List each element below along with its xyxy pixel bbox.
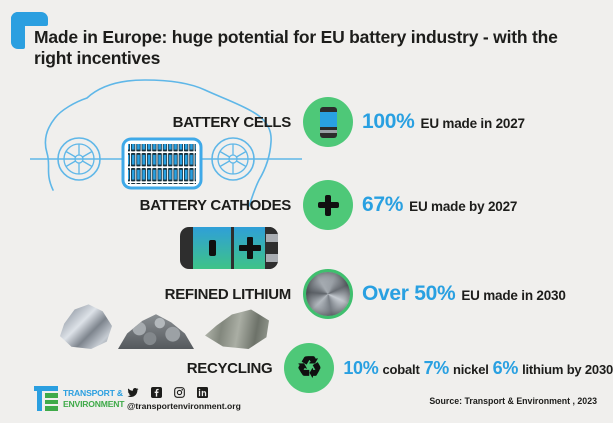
refined-lithium-stat: Over 50% EU made in 2030	[362, 282, 566, 306]
instagram-icon[interactable]	[174, 387, 185, 398]
electric-car-illustration	[30, 79, 302, 207]
social-icons	[127, 387, 208, 398]
stat-desc-lithium: lithium by 2030	[522, 361, 613, 377]
stat-value: Over 50%	[362, 282, 456, 305]
stat-row-battery-cathodes: BATTERY CATHODES 67% EU made by 2027	[0, 180, 613, 230]
battery-minus-terminal	[208, 240, 216, 256]
battery-pack	[121, 137, 203, 190]
stat-row-battery-cells: BATTERY CELLS 100% EU made in 2027	[0, 97, 613, 147]
battery-cell-icon	[303, 97, 353, 147]
recycling-stat: 10% cobalt 7% nickel 6% lithium by 2030	[343, 358, 613, 379]
recycle-icon: ♻	[284, 343, 335, 393]
stat-row-recycling: RECYCLING ♻ 10% cobalt 7% nickel 6% lith…	[0, 343, 613, 393]
stat-value: 100%	[362, 110, 415, 133]
stat-desc-cobalt: cobalt	[382, 361, 420, 377]
lithium-photo-icon	[303, 269, 353, 319]
corner-bracket-icon	[11, 12, 48, 49]
battery-cells-stat: 100% EU made in 2027	[362, 110, 525, 134]
rear-wheel	[211, 137, 255, 181]
page-title: Made in Europe: huge potential for EU ba…	[34, 27, 558, 68]
refined-lithium-label: REFINED LITHIUM	[164, 285, 292, 303]
front-wheel	[57, 137, 101, 181]
stat-desc: EU made in 2030	[461, 288, 566, 303]
battery-cap	[266, 227, 278, 269]
stat-desc: EU made by 2027	[409, 199, 518, 214]
battery-plus-terminal	[238, 237, 261, 259]
battery-cathodes-stat: 67% EU made by 2027	[362, 193, 517, 217]
stat-desc-nickel: nickel	[453, 361, 489, 377]
stat-value-lithium: 6%	[492, 357, 519, 378]
source-credit: Source: Transport & Environment , 2023	[429, 396, 597, 406]
facebook-icon[interactable]	[151, 387, 162, 398]
transport-environment-logo	[34, 386, 59, 412]
recycling-label: RECYCLING	[186, 359, 273, 377]
plus-icon	[303, 180, 353, 230]
stat-value-nickel: 7%	[423, 357, 450, 378]
battery-cells-label: BATTERY CELLS	[172, 113, 292, 131]
stat-value-cobalt: 10%	[343, 357, 379, 378]
linkedin-icon[interactable]	[197, 387, 208, 398]
footer: TRANSPORT & ENVIRONMENT @transportenviro…	[0, 385, 613, 423]
stat-value: 67%	[362, 193, 404, 216]
stat-row-refined-lithium: REFINED LITHIUM Over 50% EU made in 2030	[0, 269, 613, 319]
twitter-icon[interactable]	[127, 387, 139, 398]
battery-cathodes-label: BATTERY CATHODES	[139, 196, 292, 214]
cathode-battery-illustration	[180, 227, 278, 269]
org-name: TRANSPORT & ENVIRONMENT	[63, 388, 125, 409]
website-link[interactable]: @transportenvironment.org	[127, 401, 241, 411]
stat-desc: EU made in 2027	[420, 116, 526, 131]
